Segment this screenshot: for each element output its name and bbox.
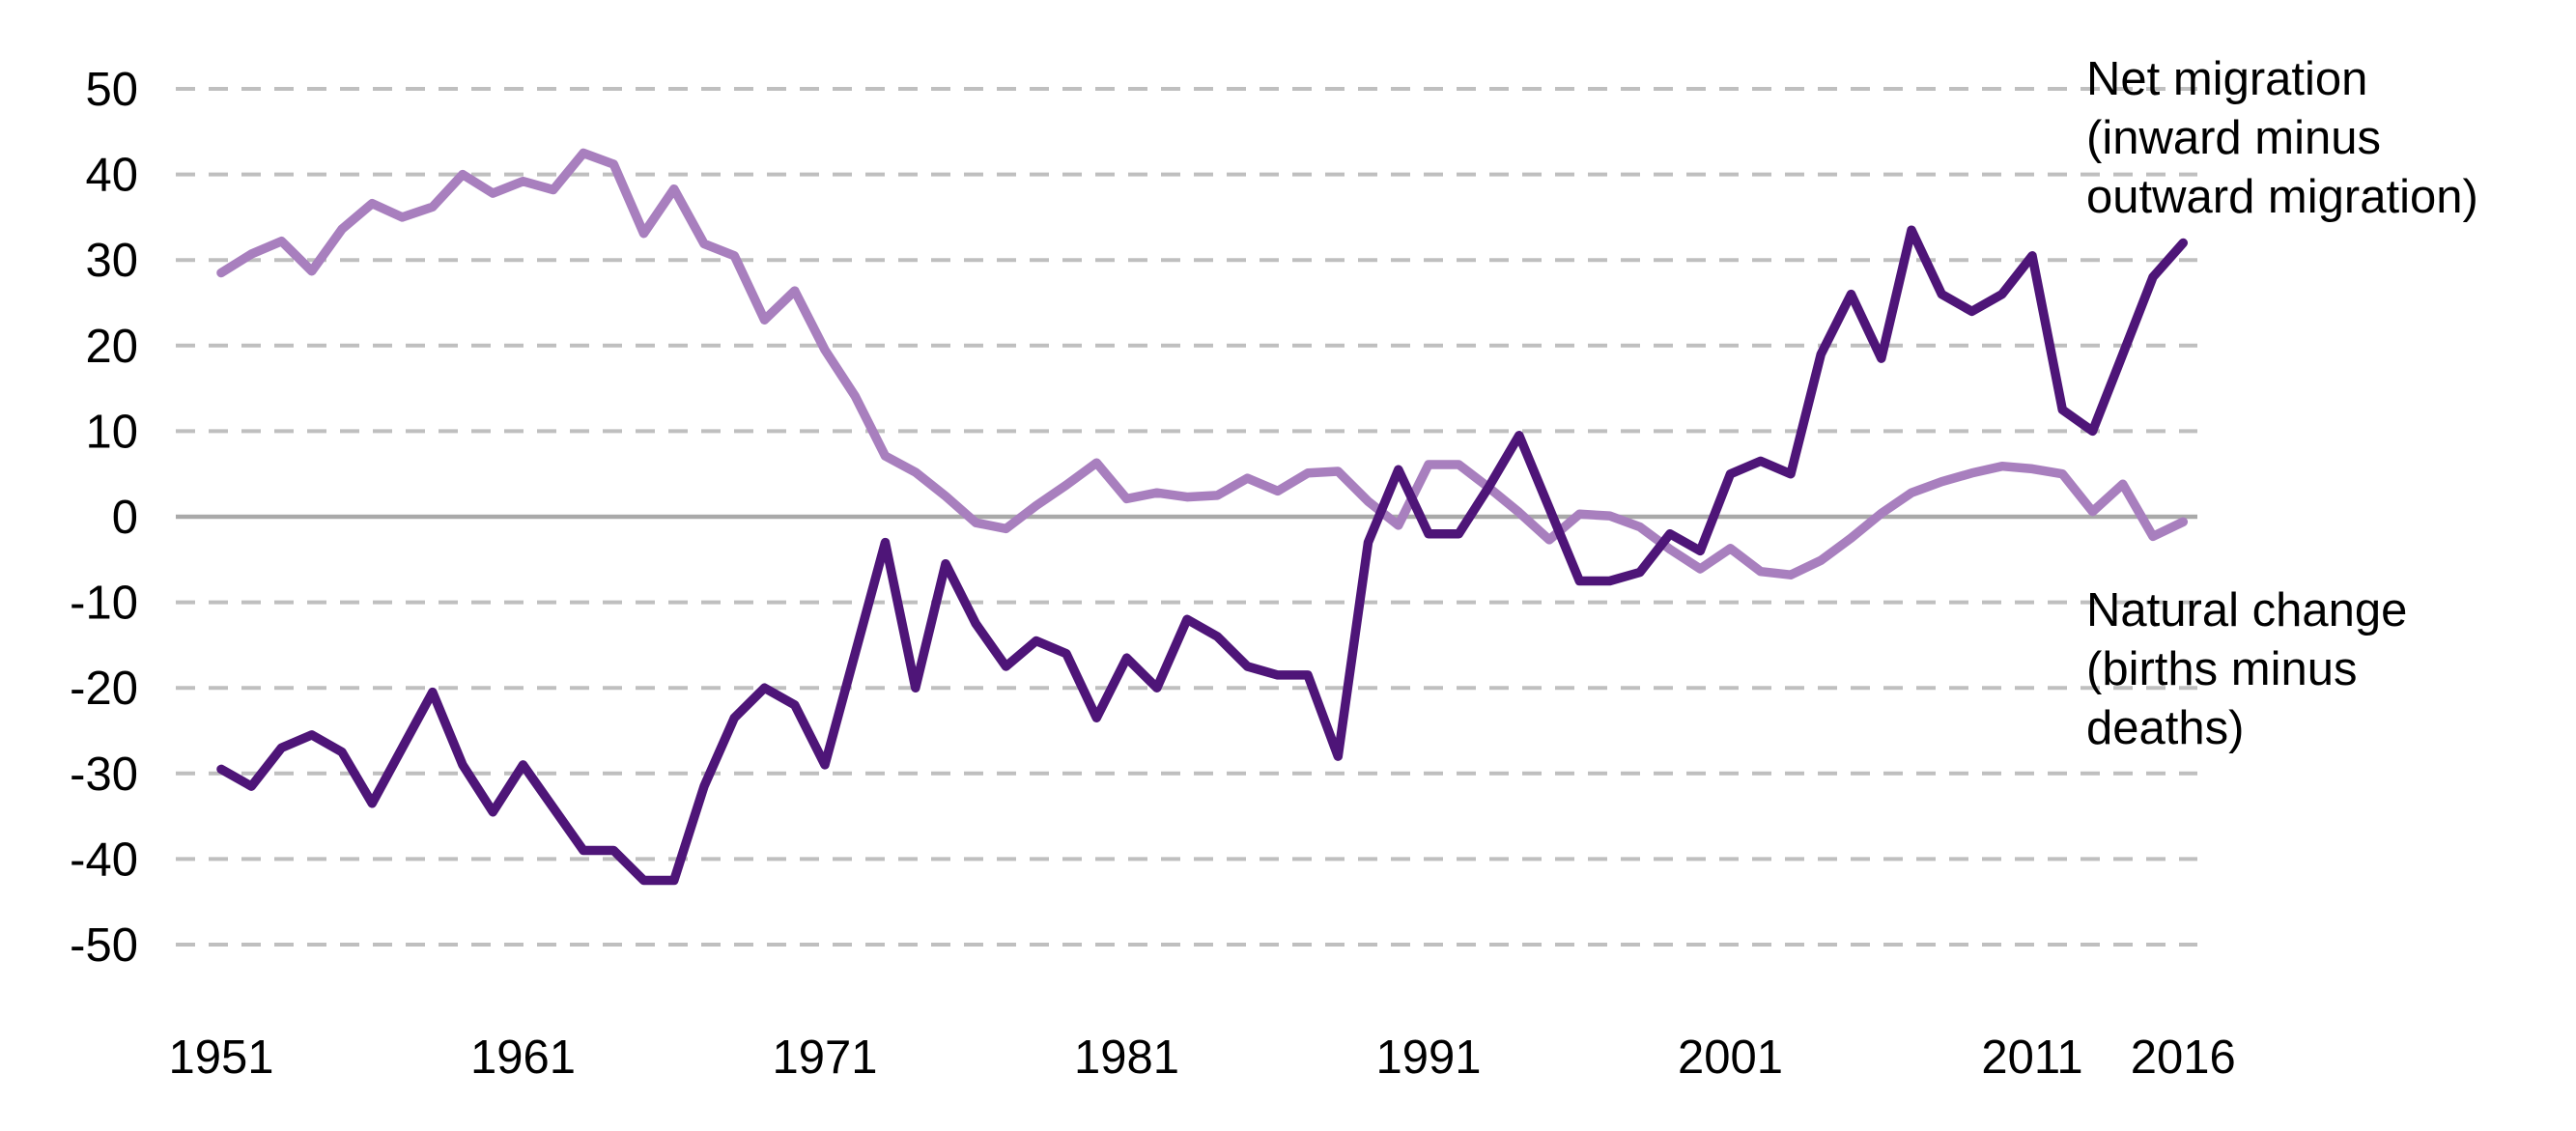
- y-tick-label-20: 20: [85, 321, 138, 373]
- x-tick-label-2016: 2016: [2131, 1032, 2236, 1084]
- natural-change-series-label: Natural change (births minus deaths): [2086, 584, 2408, 754]
- x-tick-label-2001: 2001: [1678, 1032, 1783, 1084]
- y-tick-label--20: -20: [70, 663, 138, 715]
- net-migration-line: [216, 225, 2189, 886]
- natural-change-line: [216, 148, 2189, 580]
- x-tick-label-1951: 1951: [168, 1032, 273, 1084]
- x-tick-label-1991: 1991: [1375, 1032, 1481, 1084]
- y-tick-label-0: 0: [112, 492, 138, 544]
- x-tick-label-1971: 1971: [772, 1032, 877, 1084]
- y-tick-label-40: 40: [85, 150, 138, 202]
- y-tick-label-50: 50: [85, 64, 138, 116]
- net-migration-series-label: Net migration (inward minus outward migr…: [2086, 53, 2478, 223]
- y-tick-label-10: 10: [85, 406, 138, 458]
- x-tick-label-1981: 1981: [1074, 1032, 1179, 1084]
- y-tick-label--40: -40: [70, 834, 138, 886]
- y-tick-label--50: -50: [70, 919, 138, 972]
- x-tick-label-1961: 1961: [470, 1032, 576, 1084]
- y-tick-label-30: 30: [85, 235, 138, 287]
- y-tick-label--10: -10: [70, 578, 138, 630]
- y-tick-label--30: -30: [70, 749, 138, 801]
- gridlines-group: [176, 87, 2197, 947]
- x-axis-tick-labels: 1951 1961 1971 1981 1991 2001 2011 2016: [168, 1032, 2235, 1084]
- y-axis-tick-labels: 50 40 30 20 10 0 -10 -20 -30 -40 -50: [70, 64, 138, 972]
- x-tick-label-2011: 2011: [1981, 1032, 2082, 1084]
- series-lines-group: [216, 148, 2189, 886]
